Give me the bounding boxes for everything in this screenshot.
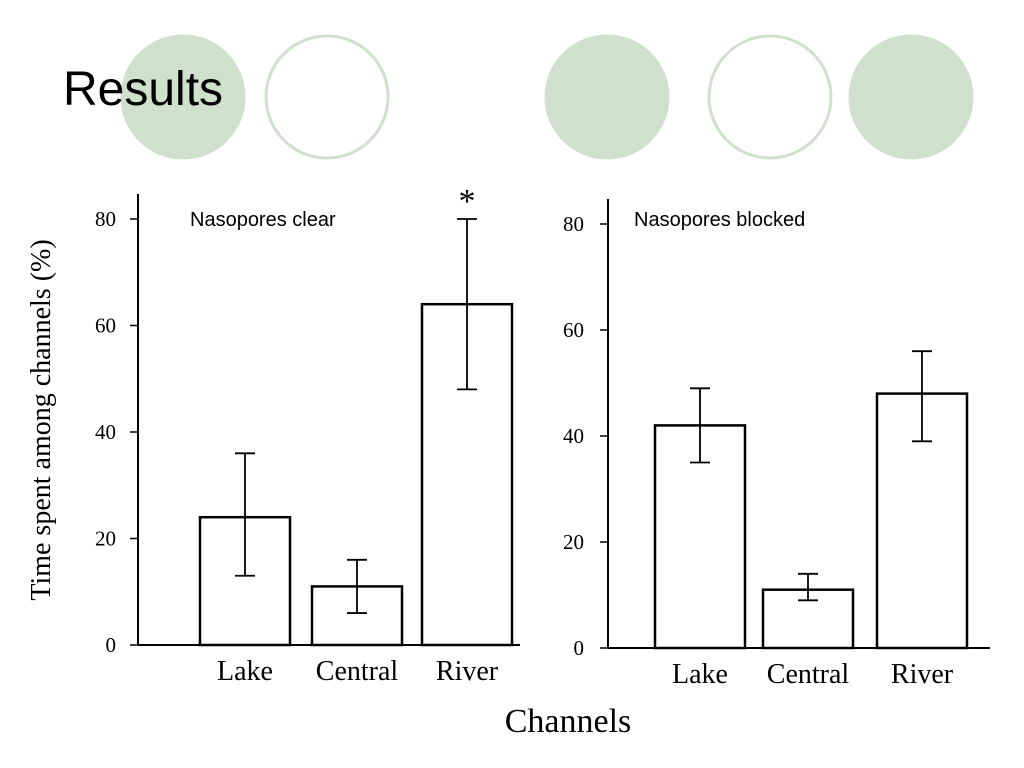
decorative-circle-4 (707, 34, 833, 160)
y-tick-label: 40 (95, 420, 116, 444)
category-label: River (436, 656, 499, 687)
bar-lake (653, 424, 747, 650)
y-tick-label: 60 (95, 314, 116, 338)
x-axis-label: Channels (505, 703, 632, 740)
significance-marker: * (459, 183, 476, 220)
category-label: Lake (672, 659, 728, 690)
y-axis-label: Time spent among channels (%) (26, 239, 57, 600)
decorative-circle-3 (544, 34, 670, 160)
y-tick-label: 40 (563, 424, 584, 448)
y-tick-label: 20 (563, 530, 584, 554)
category-label: River (891, 659, 954, 690)
y-tick-label: 20 (95, 527, 116, 551)
category-label: Lake (217, 656, 273, 687)
chart-panel-1: 0 20 40 60 80 Nasopores clear Lake Central River… (95, 183, 520, 687)
chart-title: Nasopores clear (190, 209, 336, 231)
decorative-circle-5 (848, 34, 974, 160)
y-tick-label: 80 (563, 212, 584, 236)
decorative-circle-1 (120, 34, 246, 160)
y-tick-label: 0 (106, 633, 117, 657)
y-tick-label: 80 (95, 207, 116, 231)
chart-title: Nasopores blocked (634, 209, 805, 231)
y-tick-label: 60 (563, 318, 584, 342)
decorative-circle-2 (264, 34, 390, 160)
slide-title: Results (63, 63, 224, 116)
chart-panel-2: 0 20 40 60 80 Nasopores blocked Lake Central Riv… (563, 199, 990, 690)
y-tick-label: 0 (574, 636, 585, 660)
category-label: Central (316, 656, 399, 687)
category-label: Central (767, 659, 850, 690)
